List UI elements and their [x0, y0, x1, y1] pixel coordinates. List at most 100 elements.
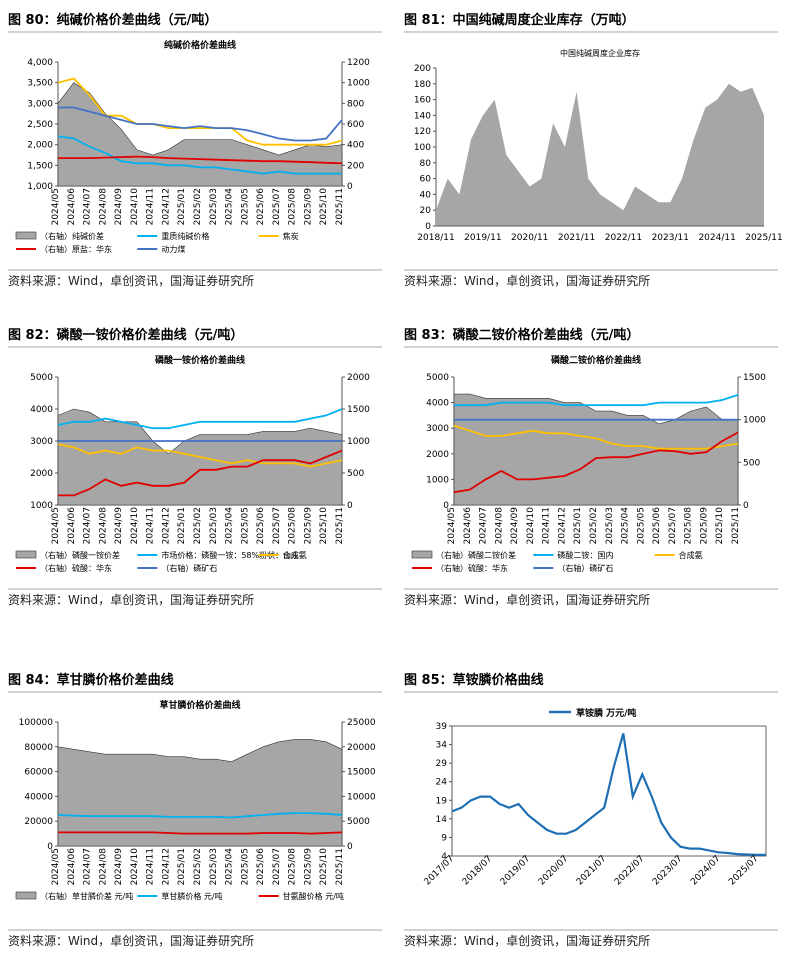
- legend-label: 草甘膦价格 元/吨: [161, 891, 222, 901]
- area: [436, 83, 764, 226]
- x-tick-label: 2025/06: [256, 848, 266, 886]
- figure-title: 图 83：磷酸二铵价格价差曲线（元/吨）: [404, 327, 639, 343]
- y2-tick-label: 1000: [347, 79, 370, 89]
- x-tick-label: 2025/11: [335, 507, 345, 544]
- y-tick-label: 29: [436, 759, 448, 769]
- chart-title: 磷酸一铵价格价差曲线: [155, 354, 245, 366]
- line: [57, 443, 343, 468]
- source: 资料来源：Wind，卓创资讯，国海证券研究所: [404, 592, 650, 607]
- y-tick-label: 80000: [24, 743, 53, 753]
- x-tick-label: 2025/01: [177, 188, 187, 225]
- line: [57, 408, 343, 430]
- y-tick-label: 2,000: [27, 141, 53, 151]
- legend-label: （右轴）草甘膦价差 元/吨: [40, 891, 133, 901]
- source: 资料来源：Wind，卓创资讯，国海证券研究所: [8, 273, 254, 288]
- x-tick-label: 2024/10: [130, 848, 140, 886]
- x-tick-label: 2025/01: [177, 507, 187, 544]
- x-tick-label: 2025/07: [272, 848, 282, 885]
- x-tick-label: 2024/05: [51, 188, 61, 225]
- legend-label: （右轴）磷矿石: [557, 563, 613, 573]
- x-tick-label: 2019/07: [499, 854, 533, 888]
- y-tick-label: 80: [420, 159, 432, 169]
- x-tick-label: 2024/05: [447, 507, 457, 544]
- x-tick-label: 2024/12: [557, 507, 567, 544]
- x-tick-label: 2025/06: [652, 507, 662, 545]
- x-tick-label: 2024/09: [114, 848, 124, 886]
- x-tick-label: 2024/07: [479, 507, 489, 544]
- source: 资料来源：Wind，卓创资讯，国海证券研究所: [404, 933, 650, 948]
- x-tick-label: 2025/04: [225, 188, 235, 226]
- x-tick-label: 2024/08: [98, 507, 108, 545]
- x-tick-label: 2024/10: [130, 188, 140, 226]
- y-tick-label: 4: [441, 852, 447, 862]
- line: [57, 135, 342, 175]
- y-tick-label: 4000: [426, 399, 449, 409]
- x-tick-label: 2025/11: [335, 848, 345, 885]
- legend-label: （右轴）原盐：华东: [40, 244, 112, 254]
- y-tick-label: 20: [420, 206, 432, 216]
- legend-label: 焦炭: [283, 231, 299, 241]
- y-tick-label: 3000: [30, 437, 53, 447]
- x-tick-label: 2025/05: [240, 188, 250, 225]
- x-tick-label: 2025/07: [272, 188, 282, 225]
- legend-label: （右轴）磷酸一铵价差: [40, 550, 120, 560]
- y-tick-label: 40: [420, 190, 432, 200]
- x-tick-label: 2025/08: [288, 848, 298, 886]
- y2-tick-label: 1000: [743, 416, 766, 426]
- area: [57, 82, 343, 187]
- legend-label: （右轴）磷矿石: [161, 563, 217, 573]
- x-tick-label: 2024/07: [83, 507, 93, 544]
- y-tick-label: 0: [425, 222, 431, 232]
- x-tick-label: 2025/08: [288, 507, 298, 545]
- x-tick-label: 2025/04: [225, 507, 235, 545]
- x-tick-label: 2020/11: [511, 233, 548, 243]
- x-tick-label: 2024/09: [510, 507, 520, 545]
- x-tick-label: 2021/07: [575, 854, 609, 888]
- x-tick-label: 2024/06: [463, 507, 473, 545]
- x-tick-label: 2024/12: [161, 188, 171, 225]
- line: [58, 449, 343, 497]
- x-tick-label: 2025/11: [745, 233, 782, 243]
- chart-title: 磷酸二铵价格价差曲线: [551, 354, 641, 366]
- x-tick-label: 2024/08: [98, 848, 108, 886]
- y-tick-label: 5000: [426, 373, 449, 383]
- x-tick-label: 2024/11: [542, 507, 552, 544]
- x-tick-label: 2018/11: [417, 233, 454, 243]
- y2-tick-label: 600: [347, 120, 364, 130]
- legend-label: 甘氨酸价格 元/吨: [283, 891, 344, 901]
- y2-tick-label: 500: [743, 458, 760, 468]
- y2-tick-label: 0: [743, 501, 749, 511]
- legend-label: 动力煤: [161, 244, 185, 254]
- y2-tick-label: 1500: [743, 373, 766, 383]
- line: [58, 831, 343, 835]
- x-tick-label: 2024/07: [83, 848, 93, 885]
- y-tick-label: 1000: [426, 475, 449, 485]
- area: [57, 739, 343, 847]
- y2-tick-label: 15000: [347, 768, 376, 778]
- x-tick-label: 2024/07: [83, 188, 93, 225]
- y2-tick-label: 0: [347, 182, 353, 192]
- y-tick-label: 34: [436, 741, 448, 751]
- y-tick-label: 140: [414, 111, 431, 121]
- x-tick-label: 2025/04: [621, 507, 631, 545]
- y-tick-label: 160: [414, 96, 431, 106]
- x-tick-label: 2025/09: [303, 507, 313, 545]
- y-tick-label: 1,000: [27, 182, 53, 192]
- x-tick-label: 2023/11: [652, 233, 689, 243]
- y-tick-label: 60000: [24, 768, 53, 778]
- x-tick-label: 2025/10: [319, 507, 329, 545]
- x-tick-label: 2024/06: [67, 848, 77, 886]
- y2-tick-label: 0: [347, 501, 353, 511]
- x-tick-label: 2024/08: [98, 188, 108, 226]
- x-tick-label: 2025/06: [256, 507, 266, 545]
- x-tick-label: 2024/11: [698, 233, 735, 243]
- area: [453, 393, 739, 506]
- x-tick-label: 2025/10: [715, 507, 725, 545]
- x-tick-label: 2025/01: [177, 848, 187, 885]
- x-tick-label: 2025/05: [240, 848, 250, 885]
- y2-tick-label: 500: [347, 469, 364, 479]
- x-tick-label: 2024/07: [689, 854, 723, 888]
- figure-title: 图 81：中国纯碱周度企业库存（万吨）: [404, 12, 635, 28]
- x-tick-label: 2025/09: [303, 188, 313, 226]
